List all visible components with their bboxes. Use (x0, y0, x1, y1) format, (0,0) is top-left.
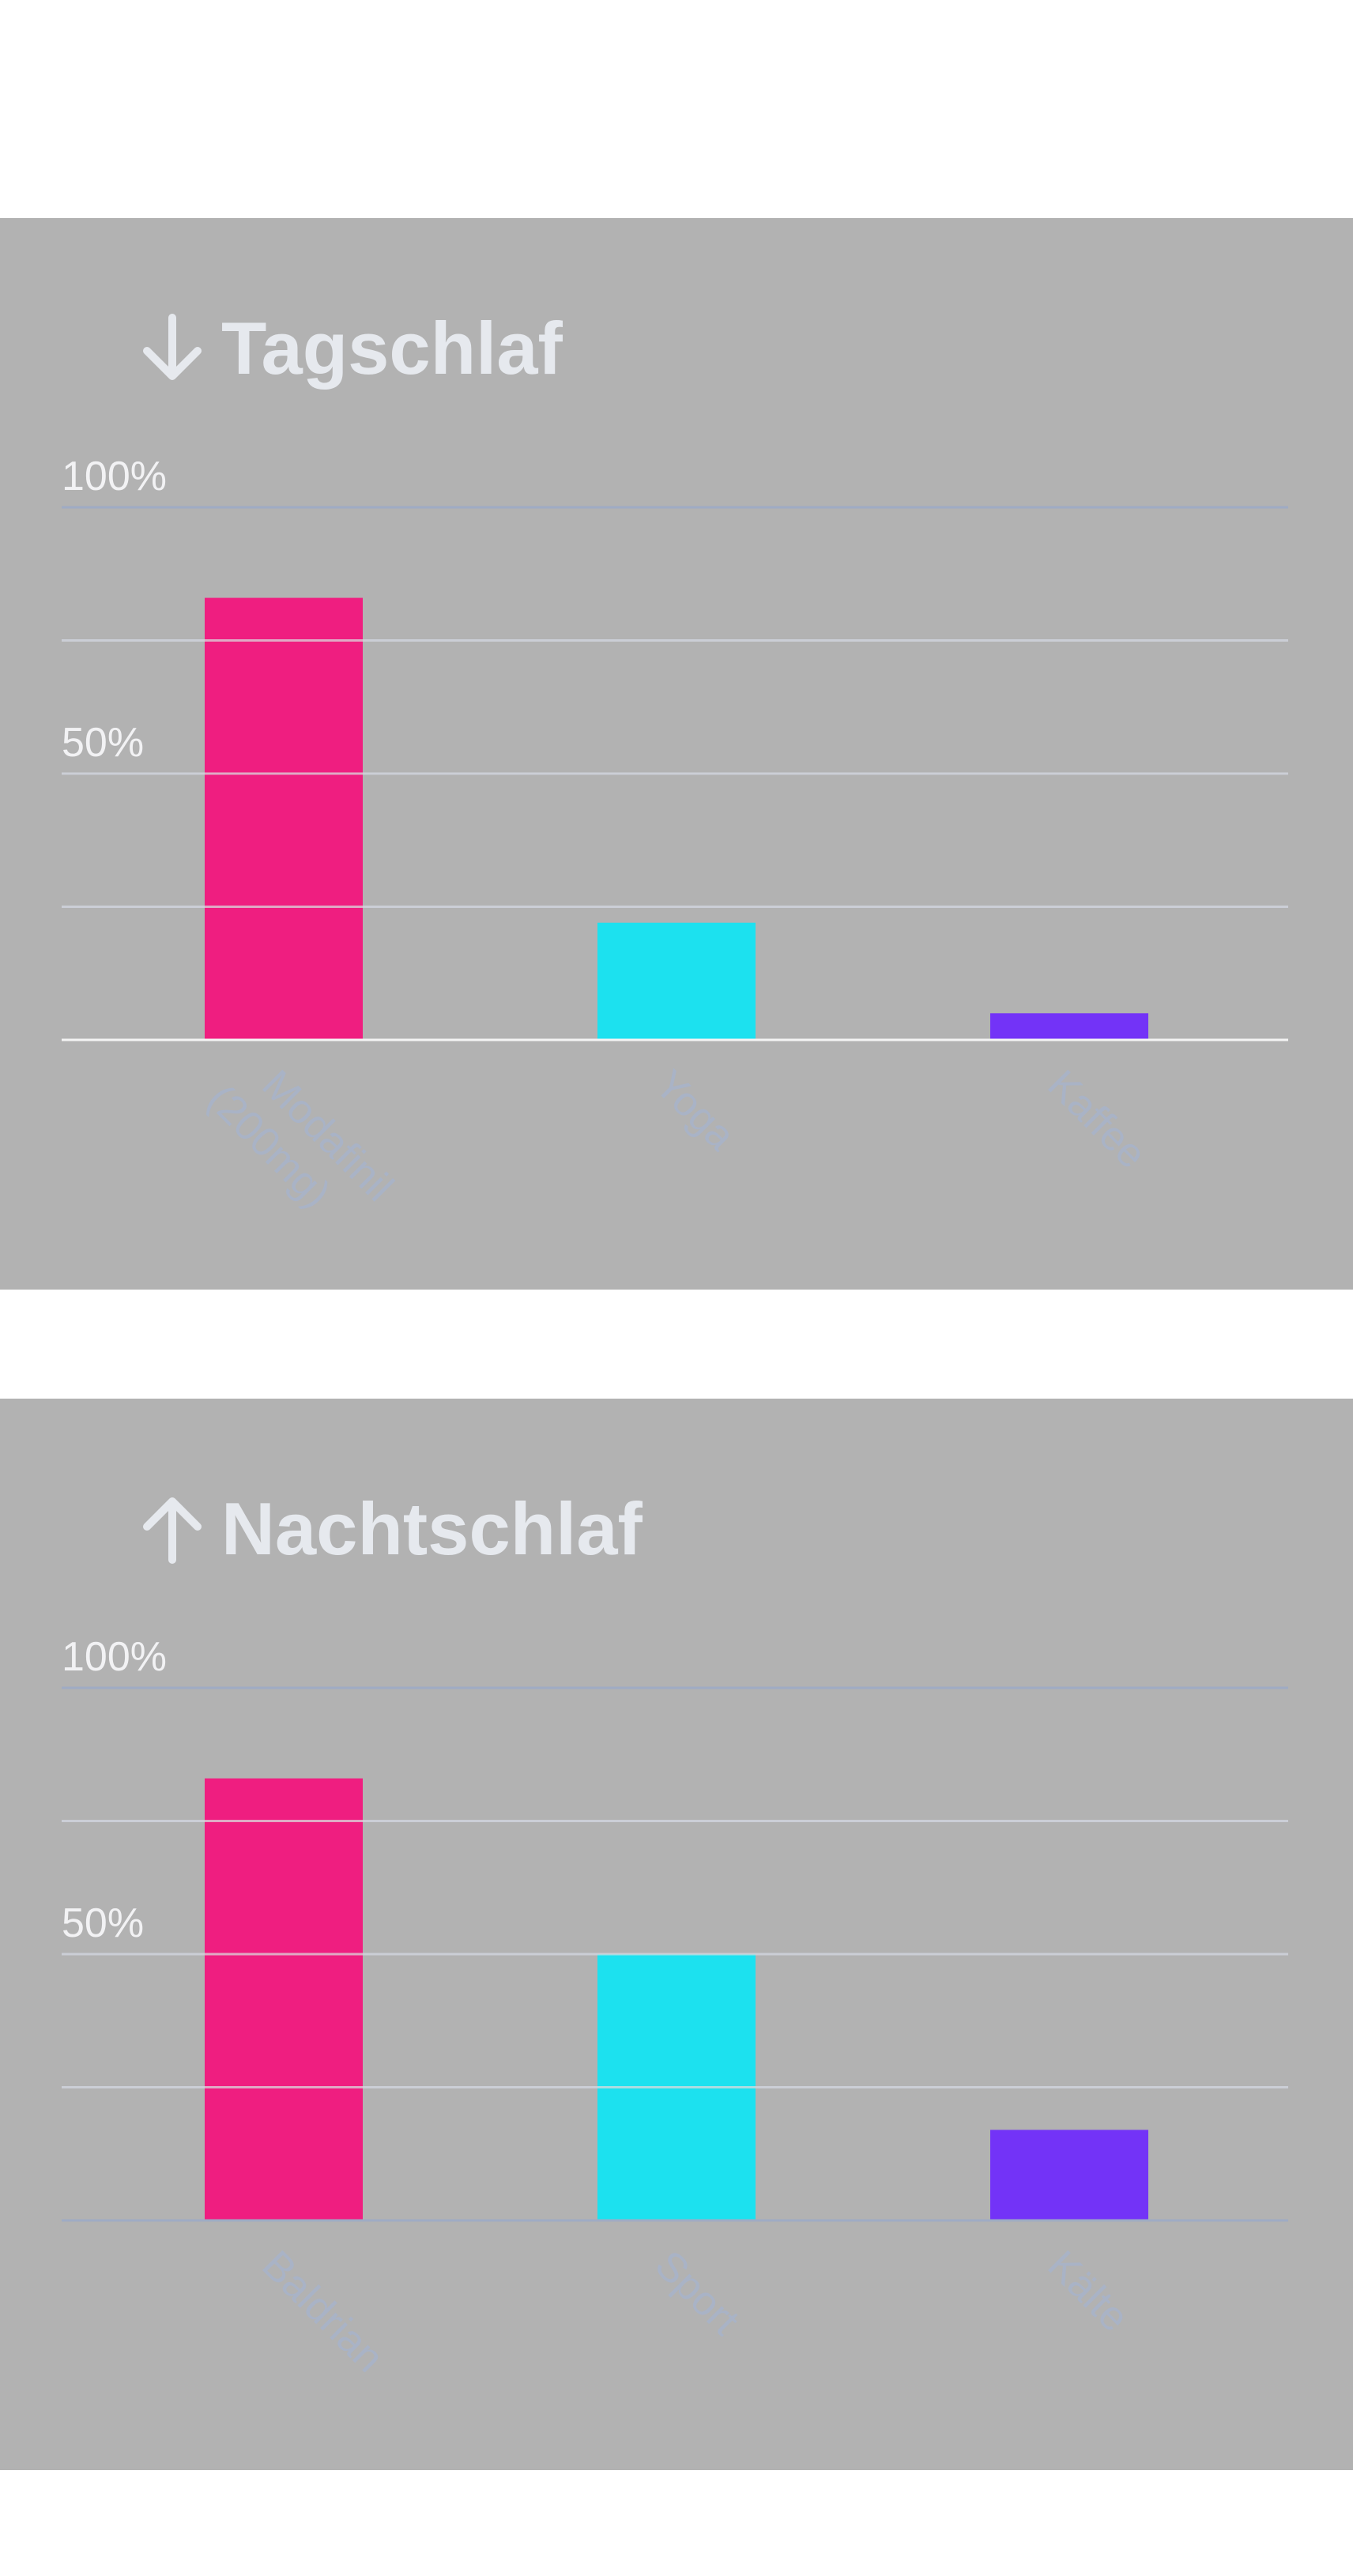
x-tick-label: Kaffee (1039, 1061, 1155, 1177)
x-tick-label: Modafinil(200mg) (198, 1041, 401, 1245)
bar (205, 597, 363, 1040)
y-tick-label: 50% (62, 720, 144, 766)
arrow-up-icon (143, 1497, 202, 1564)
x-tick-label: Kälte (1039, 2242, 1138, 2341)
chart-title-row: Tagschlaf (141, 311, 563, 386)
bar (597, 922, 756, 1040)
y-tick-label: 100% (62, 454, 167, 499)
chart-title: Tagschlaf (221, 307, 563, 390)
chart-panel-nachtschlaf: Nachtschlaf 100% 50% Baldrian Sport Kälte (0, 1399, 1353, 2470)
bar (990, 2130, 1148, 2220)
chart-panel-tagschlaf: Tagschlaf 100% 50% Modafinil(200mg) Yoga Kaf… (0, 218, 1353, 1290)
chart-title: Nachtschlaf (221, 1487, 643, 1570)
y-tick-label: 50% (62, 1900, 144, 1946)
arrow-down-icon (143, 314, 202, 380)
chart-title-row: Nachtschlaf (141, 1492, 643, 1566)
bar (205, 1778, 363, 2220)
bar-chart: 100% 50% Baldrian Sport Kälte (62, 1634, 1288, 2381)
x-tick-label: Baldrian (254, 2242, 393, 2381)
bar-chart: 100% 50% Modafinil(200mg) Yoga Kaffee (62, 454, 1288, 1245)
bar (990, 1013, 1148, 1040)
grid-overlay (62, 1820, 1288, 2088)
grid-overlay (62, 639, 1288, 908)
y-tick-label: 100% (62, 1634, 167, 1680)
x-tick-label: Yoga (646, 1061, 744, 1159)
x-tick-label: Sport (646, 2242, 748, 2344)
